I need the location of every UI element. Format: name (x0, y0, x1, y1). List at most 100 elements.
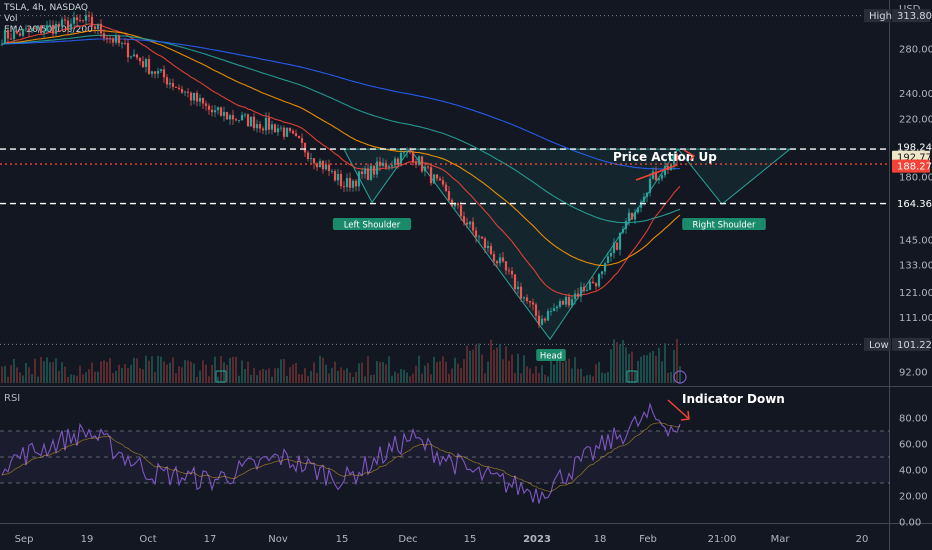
volume-bar (529, 368, 531, 383)
volume-bar (277, 367, 279, 383)
right-shoulder-label-bg (682, 218, 766, 230)
candle-body (606, 256, 610, 264)
volume-bar (244, 369, 246, 383)
volume-bar (46, 357, 48, 383)
volume-bar (481, 354, 483, 383)
indicator-label: Indicator Down (682, 392, 785, 406)
candle-body (597, 274, 601, 287)
volume-bar (553, 364, 555, 383)
volume-bar (421, 373, 423, 383)
candle-body (54, 23, 58, 34)
volume-bar (433, 356, 435, 383)
volume-bar (313, 362, 315, 383)
price-tick: 280.00 (899, 44, 932, 55)
candle-body (621, 228, 625, 233)
candle-body (657, 178, 661, 181)
candle-body (426, 166, 430, 168)
candle-body (306, 152, 310, 160)
price-action-label: Price Action Up (613, 150, 717, 164)
candle-body (138, 57, 142, 62)
candle-body (576, 293, 580, 297)
candle-body (624, 221, 628, 229)
price-tick: 180.00 (899, 173, 932, 184)
volume-bar (400, 368, 402, 383)
badge-192: 192.77 (897, 153, 932, 164)
rsi-signal-line (1, 422, 681, 492)
volume-bar (652, 350, 654, 383)
head-label-bg (536, 349, 566, 361)
volume-bar (73, 375, 75, 383)
volume-bar (658, 347, 660, 383)
candle-body (183, 91, 187, 93)
pattern-outline (343, 148, 792, 341)
volume-bar (637, 360, 639, 383)
candle-body (147, 58, 151, 74)
candle-body (135, 54, 139, 58)
candle-body (45, 25, 49, 31)
volume-bar (514, 372, 516, 383)
candle-body (567, 296, 571, 306)
volume-bar (286, 375, 288, 383)
candle-body (174, 86, 178, 88)
volume-bar (457, 363, 459, 383)
volume-bar (460, 368, 462, 383)
volume-bar (340, 367, 342, 383)
candle-body (285, 127, 289, 137)
volume-bar (310, 370, 312, 383)
candle-body (402, 152, 406, 154)
candle-body (213, 110, 217, 113)
volume-bar (415, 365, 417, 383)
candle-body (357, 171, 361, 187)
candle-body (540, 318, 544, 325)
volume-bar (556, 359, 558, 383)
volume-bar (403, 369, 405, 383)
candle-body (198, 97, 202, 102)
volume-bar (70, 374, 72, 383)
candle-body (201, 97, 205, 104)
candle-body (498, 257, 502, 264)
volume-label: Vol (4, 14, 18, 24)
low-value-bg (892, 337, 930, 351)
annotations: Price Action Up Indicator Down Left Should… (215, 149, 785, 421)
volume-bar (349, 372, 351, 383)
volume-bar (229, 358, 231, 383)
candle-body (609, 253, 613, 257)
candle-body (246, 114, 250, 127)
candle-body (273, 124, 277, 133)
candle-body (267, 117, 271, 130)
volume-bar (532, 373, 534, 383)
candle-body (528, 301, 532, 303)
candle-body (129, 56, 133, 58)
volume-bar (250, 375, 252, 383)
volume-bar (535, 366, 537, 383)
volume-bar (631, 351, 633, 383)
candle-body (600, 271, 604, 275)
candle-body (381, 162, 385, 166)
candle-body (405, 150, 409, 153)
rsi-tick: 80.00 (899, 414, 928, 425)
volume-bar (364, 376, 366, 383)
volume-bar (463, 359, 465, 383)
candle-body (222, 112, 226, 116)
candle-body (660, 175, 664, 179)
badge-198: 198.24 (897, 143, 932, 154)
time-label: 2023 (523, 534, 551, 545)
high-value: 313.80 (897, 11, 932, 22)
volume-bar (31, 374, 33, 383)
volume-bar (331, 367, 333, 383)
volume-bar (208, 376, 210, 383)
volume-bar (376, 361, 378, 383)
candle-body (18, 33, 22, 36)
candle-body (534, 304, 538, 316)
badge-164: 164.36 (897, 199, 932, 210)
candle-body (108, 38, 112, 39)
volume-bar (205, 364, 207, 383)
volume-bar (655, 355, 657, 383)
candle-body (57, 23, 61, 27)
candle-body (21, 29, 25, 36)
time-label: 19 (81, 534, 94, 545)
badge-188-bg (892, 159, 930, 173)
price-arrow (635, 164, 678, 181)
